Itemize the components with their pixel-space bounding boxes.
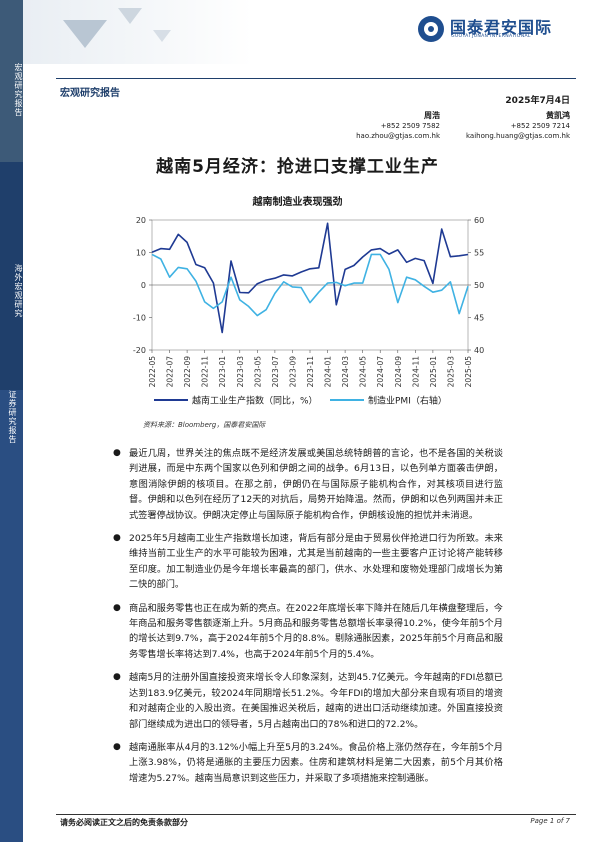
left-axis-tick-label: -10 [133,314,146,323]
right-axis-tick-label: 40 [474,346,484,355]
x-axis-tick-label: 2022-09 [183,356,192,388]
x-axis-tick-label: 2024-03 [341,356,350,388]
x-axis-tick-label: 2022-05 [148,356,157,388]
x-axis-tick-label: 2025-05 [464,356,473,388]
bullet-text: 最近几周，世界关注的焦点既不是经济发展或美国总统特朗普的言论，也不是各国的关税谈… [129,448,503,521]
author-email[interactable]: hao.zhou@gtjas.com.hk [356,132,440,140]
header-divider [56,78,576,79]
logo-name-en: GUOTAI JUNAN INTERNATIONAL [451,34,531,39]
left-axis-tick-label: 20 [136,216,146,225]
report-date: 2025年7月4日 [505,96,570,106]
bullet-text: 商品和服务零售也正在成为新的亮点。在2022年底增长率下降并在随后几年横盘整理后… [129,602,503,660]
left-axis-tick-label: -20 [133,346,146,355]
header-banner-image [23,0,253,64]
bullet-text: 2025年5月越南工业生产指数增长加速，背后有部分是由于贸易伙伴抢进口行为所致。… [129,533,503,591]
sidebar-section-macro: 宏观研究报告 [0,0,23,162]
sidebar-section-overseas: 海外宏观研究 [0,162,23,390]
legend-label: 制造业PMI（右轴） [368,395,447,407]
bullet-dot: ● [113,672,121,683]
x-axis-tick-label: 2022-07 [166,356,175,388]
bullet-item: ● 2025年5月越南工业生产指数增长加速，背后有部分是由于贸易伙伴抢进口行为所致… [113,531,503,593]
series-line-pmi [151,253,469,317]
footer-divider [56,814,576,815]
x-axis-tick-label: 2024-09 [394,356,403,388]
report-title: 越南5月经济：抢进口支撑工业生产 [156,157,439,177]
bullet-item: ● 最近几周，世界关注的焦点既不是经济发展或美国总统特朗普的言论，也不是各国的关税… [113,446,503,523]
x-axis-tick-label: 2022-11 [201,356,210,388]
author-block: 周浩 +852 2509 7582 hao.zhou@gtjas.com.hk [330,111,440,141]
author-email[interactable]: kaihong.huang@gtjas.com.hk [466,132,570,140]
page-number: Page 1 of 7 [530,817,570,825]
report-type: 宏观研究报告 [60,88,120,99]
chart-source: 资料来源：Bloomberg，国泰君安国际 [143,421,266,429]
legend-label: 越南工业生产指数（同比，%） [192,395,318,407]
bullet-text: 越南5月的注册外国直接投资来增长令人印象深刻，达到45.7亿美元。今年越南的FD… [129,672,503,730]
x-axis-tick-label: 2023-07 [271,356,280,388]
logo-icon [418,16,444,42]
x-axis-tick-label: 2025-03 [446,356,455,388]
bullet-list: ● 最近几周，世界关注的焦点既不是经济发展或美国总统特朗普的言论，也不是各国的关税… [113,446,503,794]
x-axis-tick-label: 2025-01 [429,356,438,388]
gem-decoration [153,30,171,42]
logo-name-cn: 国泰君安国际 [450,18,553,37]
series-line-industrial-production [151,222,469,334]
right-axis-tick-label: 60 [474,216,484,225]
author-phone: +852 2509 7214 [510,122,570,130]
author-block: 黄凯鸿 +852 2509 7214 kaihong.huang@gtjas.c… [445,111,570,141]
bullet-dot: ● [113,533,121,544]
dual-axis-line-chart: -20 -10 0 10 20 40 45 50 55 60 2022-05 2022-07 2022-… [133,216,484,407]
company-logo: 国泰君安国际 GUOTAI JUNAN INTERNATIONAL [418,14,588,44]
x-axis-tick-label: 2024-11 [411,356,420,388]
bullet-item: ● 越南通胀率从4月的3.12%小幅上升至5月的3.24%。食品价格上涨仍然存在，… [113,740,503,786]
left-axis-tick-label: 10 [136,249,146,258]
right-axis-tick-label: 55 [474,249,484,258]
footer-disclaimer[interactable]: 请务必阅读正文之后的免责条款部分 [60,818,188,827]
x-axis-tick-label: 2023-03 [236,356,245,388]
chart-title: 越南制造业表现强劲 [252,197,343,208]
bullet-text: 越南通胀率从4月的3.12%小幅上升至5月的3.24%。食品价格上涨仍然存在，今… [129,741,503,784]
bullet-item: ● 商品和服务零售也正在成为新的亮点。在2022年底增长率下降并在随后几年横盘整理… [113,601,503,663]
bullet-dot: ● [113,741,121,752]
sidebar-section-securities: 证券研究报告 [0,390,23,842]
x-axis-tick-label: 2023-11 [306,356,315,388]
sidebar-section-securities-label: 证券研究报告 [8,390,17,444]
bullet-item: ● 越南5月的注册外国直接投资来增长令人印象深刻，达到45.7亿美元。今年越南的F… [113,670,503,732]
gem-decoration [63,20,107,48]
x-axis-tick-label: 2023-01 [218,356,227,388]
author-name: 黄凯鸿 [546,111,570,120]
left-sidebar: 宏观研究报告 海外宏观研究 证券研究报告 [0,0,23,842]
bullet-dot: ● [113,602,121,613]
right-axis-tick-label: 50 [474,281,484,290]
x-axis-tick-label: 2023-05 [253,356,262,388]
x-axis-tick-label: 2024-01 [324,356,333,388]
gem-decoration [118,8,142,24]
author-phone: +852 2509 7582 [380,122,440,130]
bullet-dot: ● [113,448,121,458]
author-name: 周浩 [424,111,440,120]
x-axis-tick-label: 2023-09 [288,356,297,388]
left-axis-tick-label: 0 [141,281,146,290]
x-axis-tick-label: 2024-07 [376,356,385,388]
right-axis-tick-label: 45 [474,314,484,323]
x-axis-tick-label: 2024-05 [359,356,368,388]
